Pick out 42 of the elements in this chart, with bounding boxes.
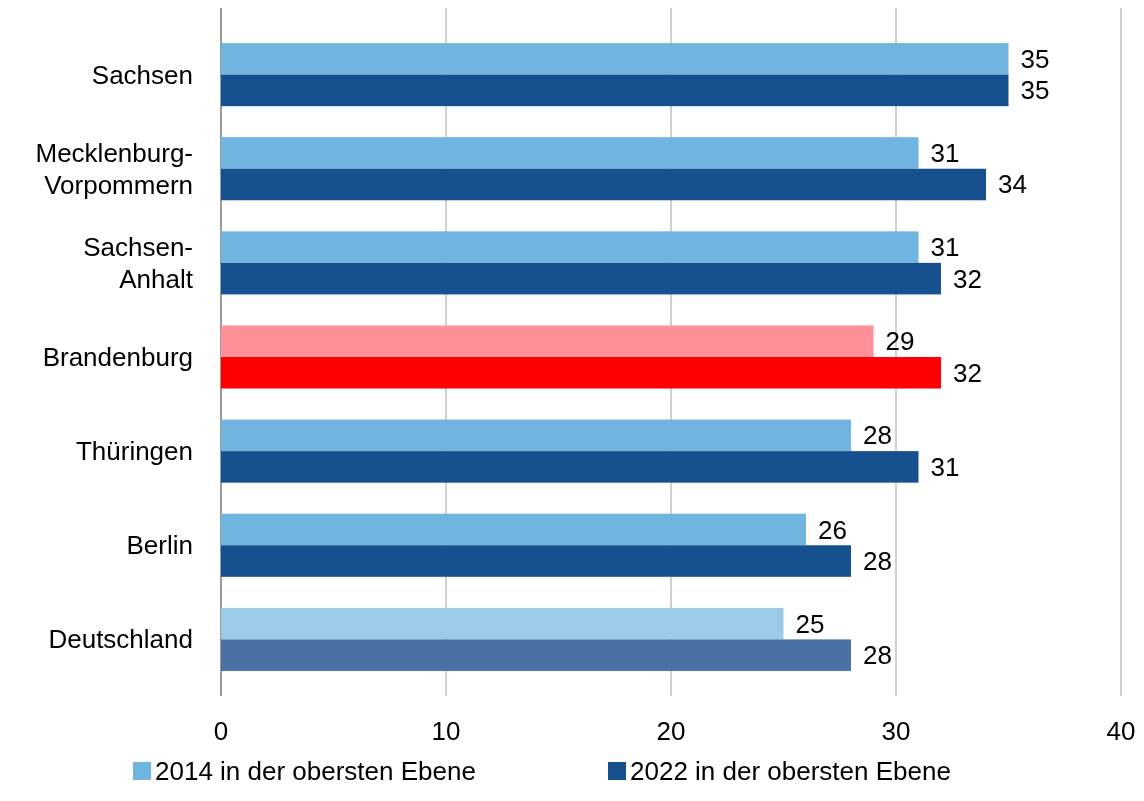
y-tick-label: Mecklenburg-Vorpommern <box>35 137 193 200</box>
data-label: 26 <box>818 514 847 545</box>
bar <box>221 137 919 169</box>
data-label: 31 <box>930 451 960 482</box>
y-tick-label: Brandenburg <box>42 342 193 372</box>
data-label: 31 <box>930 232 960 263</box>
x-tick-label: 40 <box>1106 716 1136 746</box>
y-tick-label: Deutschland <box>48 624 193 655</box>
bar <box>221 74 1009 107</box>
x-tick-label: 0 <box>213 716 229 746</box>
legend-label: 2014 in der obersten Ebene <box>155 756 476 786</box>
bar <box>221 545 851 577</box>
bar <box>221 451 919 483</box>
data-label: 35 <box>1020 75 1050 106</box>
data-label: 28 <box>863 640 892 671</box>
data-label: 35 <box>1020 43 1050 74</box>
bar <box>221 262 941 295</box>
data-label: 31 <box>930 137 960 168</box>
bar <box>221 168 986 201</box>
bar <box>221 43 1009 75</box>
bar <box>221 357 941 389</box>
data-label: 34 <box>998 169 1027 200</box>
data-label: 28 <box>863 546 892 577</box>
legend-label: 2022 in der obersten Ebene <box>630 756 951 786</box>
bar <box>221 513 806 546</box>
bar <box>221 639 851 671</box>
x-tick-label: 30 <box>881 716 911 746</box>
y-tick-label: Berlin <box>126 530 193 561</box>
data-label: 32 <box>953 357 982 388</box>
y-tick-label: Thüringen <box>75 436 193 467</box>
data-label: 29 <box>885 326 915 357</box>
data-label: 25 <box>795 608 825 639</box>
x-tick-label: 10 <box>431 716 461 746</box>
bar <box>221 607 784 640</box>
data-label: 32 <box>953 263 982 294</box>
bar <box>221 231 919 263</box>
y-tick-label: Sachsen <box>91 59 193 90</box>
bar <box>221 419 851 452</box>
y-tick-label: Sachsen-Anhalt <box>83 231 194 294</box>
data-label: 28 <box>863 420 892 451</box>
bar <box>221 325 874 357</box>
x-tick-label: 20 <box>656 716 686 746</box>
